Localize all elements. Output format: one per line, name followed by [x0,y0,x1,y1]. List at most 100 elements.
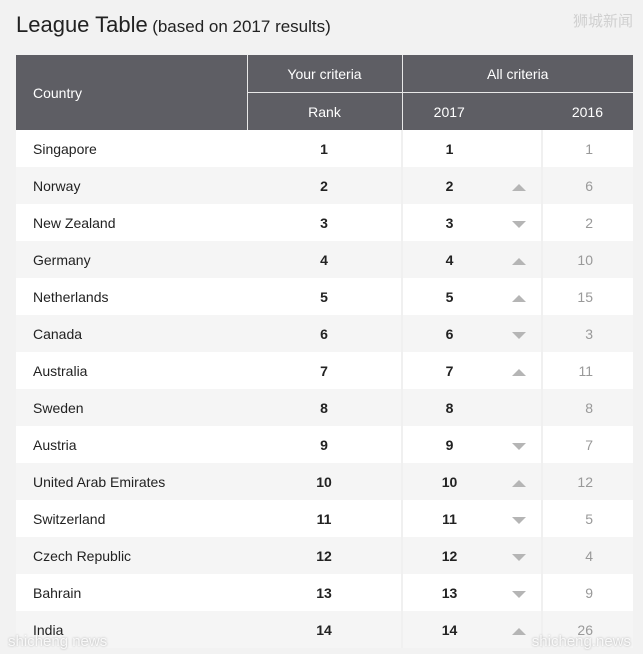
rank-2017-cell: 3 [402,204,496,241]
rank-cell: 8 [247,389,403,426]
rank-2016-cell: 6 [541,167,633,204]
watermark-top-right: 狮城新闻 [572,12,633,30]
rank-cell: 13 [247,574,403,611]
country-cell: Austria [16,426,247,463]
rank-2016-cell: 11 [541,352,633,389]
trend-down-icon [511,590,526,598]
rank-2017-cell: 6 [402,315,496,352]
watermark-bottom-left: shicheng news [8,633,108,650]
table-row: Netherlands 5 5 15 [16,278,633,315]
trend-up-icon [511,257,526,265]
rank-2017-cell: 4 [402,241,496,278]
country-cell: Czech Republic [16,537,247,574]
country-cell: United Arab Emirates [16,463,247,500]
rank-cell: 1 [247,130,403,167]
table-row: United Arab Emirates 10 10 12 [16,463,633,500]
trend-cell [496,352,542,389]
table-row: Czech Republic 12 12 4 [16,537,633,574]
trend-up-icon [511,368,526,376]
country-cell: Australia [16,352,247,389]
rank-2016-cell: 1 [541,130,633,167]
rank-cell: 11 [247,500,403,537]
table-row: Singapore 1 1 1 [16,130,633,167]
rank-cell: 5 [247,278,403,315]
table-row: Sweden 8 8 8 [16,389,633,426]
trend-down-icon [511,220,526,228]
rank-2017-cell: 1 [402,130,496,167]
rank-cell: 12 [247,537,403,574]
trend-down-icon [511,442,526,450]
trend-down-icon [511,331,526,339]
league-table: Country Your criteria All criteria Rank … [16,55,633,648]
rank-cell: 4 [247,241,403,278]
rank-cell: 9 [247,426,403,463]
trend-cell [496,611,542,648]
header-your-criteria: Your criteria [247,55,403,93]
table-row: Australia 7 7 11 [16,352,633,389]
table-row: Austria 9 9 7 [16,426,633,463]
rank-2016-cell: 3 [541,315,633,352]
league-table-container: Country Your criteria All criteria Rank … [16,55,633,648]
rank-2017-cell: 7 [402,352,496,389]
rank-cell: 7 [247,352,403,389]
header-2016[interactable]: 2016 [542,92,633,130]
header-country[interactable]: Country [16,55,248,130]
rank-2016-cell: 26 [541,611,633,648]
country-cell: Singapore [16,130,247,167]
title-main: League Table [16,12,148,37]
rank-2016-cell: 12 [541,463,633,500]
rank-2017-cell: 8 [402,389,496,426]
trend-cell [496,278,542,315]
trend-cell [496,167,542,204]
trend-cell [496,426,542,463]
rank-2016-cell: 15 [541,278,633,315]
rank-cell: 3 [247,204,403,241]
country-cell: Germany [16,241,247,278]
trend-cell [496,537,542,574]
rank-2016-cell: 4 [541,537,633,574]
country-cell: India [16,611,247,648]
title-subtitle: (based on 2017 results) [152,17,331,36]
trend-up-icon [511,627,526,635]
rank-cell: 2 [247,167,403,204]
rank-2016-cell: 10 [541,241,633,278]
trend-cell [496,500,542,537]
table-row: New Zealand 3 3 2 [16,204,633,241]
trend-cell [496,574,542,611]
rank-2016-cell: 2 [541,204,633,241]
rank-cell: 6 [247,315,403,352]
header-all-criteria: All criteria [402,55,633,93]
rank-2017-cell: 5 [402,278,496,315]
table-row: Switzerland 11 11 5 [16,500,633,537]
rank-2017-cell: 12 [402,537,496,574]
header-rank[interactable]: Rank [247,92,403,130]
trend-up-icon [511,183,526,191]
table-row: Bahrain 13 13 9 [16,574,633,611]
table-row: Canada 6 6 3 [16,315,633,352]
trend-cell [496,130,542,167]
country-cell: Sweden [16,389,247,426]
country-cell: Norway [16,167,247,204]
trend-cell [496,241,542,278]
trend-down-icon [511,553,526,561]
trend-down-icon [511,516,526,524]
header-trend-spacer [496,92,542,130]
rank-2017-cell: 13 [402,574,496,611]
trend-cell [496,463,542,500]
table-row: India 14 14 26 [16,611,633,648]
country-cell: New Zealand [16,204,247,241]
rank-2017-cell: 2 [402,167,496,204]
rank-2016-cell: 8 [541,389,633,426]
trend-cell [496,204,542,241]
rank-2017-cell: 11 [402,500,496,537]
trend-up-icon [511,294,526,302]
trend-cell [496,389,542,426]
country-cell: Switzerland [16,500,247,537]
rank-2016-cell: 7 [541,426,633,463]
rank-cell: 10 [247,463,403,500]
trend-up-icon [511,479,526,487]
header-2017[interactable]: 2017 [402,92,496,130]
rank-2017-cell: 9 [402,426,496,463]
country-cell: Bahrain [16,574,247,611]
rank-cell: 14 [247,611,403,648]
